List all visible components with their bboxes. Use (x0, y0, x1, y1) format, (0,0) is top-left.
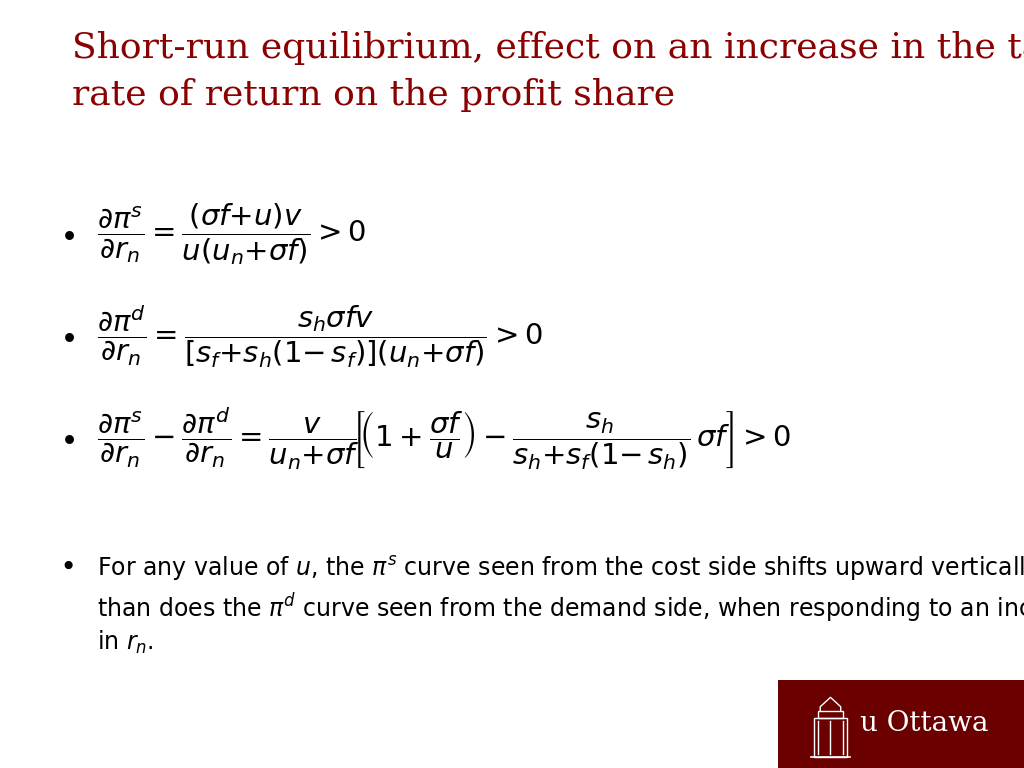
FancyBboxPatch shape (778, 680, 1024, 768)
Text: $\bullet$: $\bullet$ (59, 220, 76, 249)
Text: Short-run equilibrium, effect on an increase in the target: Short-run equilibrium, effect on an incr… (72, 31, 1024, 65)
Text: rate of return on the profit share: rate of return on the profit share (72, 78, 675, 112)
Text: $\bullet$: $\bullet$ (59, 551, 74, 578)
Text: u Ottawa: u Ottawa (860, 710, 988, 737)
Text: $\dfrac{\partial \pi^d}{\partial r_n} = \dfrac{s_h\sigma f v}{[s_f{+}s_h(1{-}\, : $\dfrac{\partial \pi^d}{\partial r_n} = … (97, 303, 543, 370)
Bar (818, 711, 843, 718)
Text: than does the $\pi^d$ curve seen from the demand side, when responding to an inc: than does the $\pi^d$ curve seen from th… (97, 591, 1024, 625)
Text: $\bullet$: $\bullet$ (59, 424, 76, 453)
Text: $\bullet$: $\bullet$ (59, 322, 76, 351)
Text: For any value of $u$, the $\pi^s$ curve seen from the cost side shifts upward ve: For any value of $u$, the $\pi^s$ curve … (97, 554, 1024, 583)
Text: $\dfrac{\partial \pi^s}{\partial r_n} - \dfrac{\partial \pi^d}{\partial r_n} = \: $\dfrac{\partial \pi^s}{\partial r_n} - … (97, 406, 792, 472)
Bar (814, 718, 847, 757)
Text: $\dfrac{\partial \pi^s}{\partial r_n} = \dfrac{(\sigma f{+}u)v}{u(u_n{+}\sigma f: $\dfrac{\partial \pi^s}{\partial r_n} = … (97, 201, 367, 267)
Text: in $r_n$.: in $r_n$. (97, 629, 154, 656)
